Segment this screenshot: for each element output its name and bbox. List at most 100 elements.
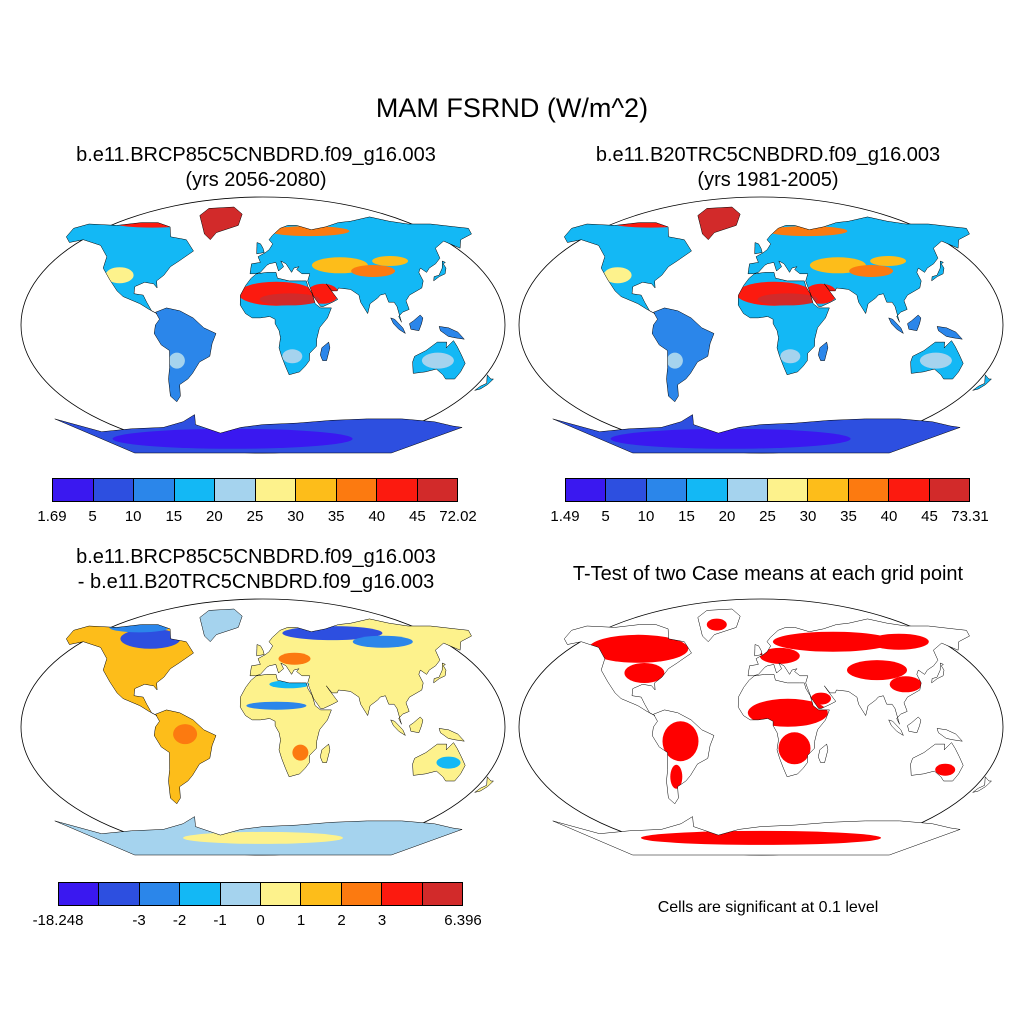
coastline-new-zealand xyxy=(474,374,495,391)
coastline-new-guinea xyxy=(438,728,465,742)
coastline-antarctica xyxy=(552,414,961,454)
colorbar-tick-label: 10 xyxy=(637,508,655,525)
colorbar-swatch xyxy=(377,479,418,501)
colorbar-swatch xyxy=(53,479,94,501)
us-positive xyxy=(126,665,154,681)
sw-us-flux xyxy=(603,267,632,284)
significant-cells-8 xyxy=(772,631,893,652)
colorbar-tick-label: 2 xyxy=(337,912,346,929)
land-indonesia-borneo xyxy=(907,315,921,331)
land-new-zealand xyxy=(474,776,494,793)
coastline-australia xyxy=(910,742,964,782)
colorbar-tick-label: 1.49 xyxy=(550,508,580,525)
europe-positive xyxy=(278,652,311,665)
colorbar-swatch xyxy=(417,479,457,501)
coastline-antarctica xyxy=(54,414,463,454)
colorbar-swatch xyxy=(261,883,302,905)
coastline-madagascar xyxy=(320,743,331,763)
land-indonesia-borneo xyxy=(409,315,423,331)
south-america-flux xyxy=(666,352,683,369)
siberia-flux xyxy=(767,226,848,237)
land-new-zealand xyxy=(972,374,992,391)
coastline-north-america xyxy=(563,222,692,314)
coastline-new-zealand xyxy=(474,776,495,793)
panel-1-title-line1: b.e11.BRCP85C5CNBDRD.f09_g16.003 xyxy=(76,144,436,166)
sahel-negative xyxy=(246,701,307,710)
coastline-indonesia-borneo xyxy=(907,314,922,331)
significant-cells-14 xyxy=(868,633,929,650)
colorbar-tick-label: -1 xyxy=(213,912,227,929)
colorbar-tick-label: 1.69 xyxy=(37,508,67,525)
coastline-indonesia-borneo xyxy=(409,314,424,331)
colorbar-tick-label: 3 xyxy=(377,912,387,929)
significant-cells-13 xyxy=(641,830,881,845)
colorbar-ticks-panel-3: -18.248 -3 -2 -1 0 1 2 3 6.396 xyxy=(33,912,482,932)
coastline-australia xyxy=(412,340,466,380)
land-south-america xyxy=(652,307,714,402)
colorbar-tick-label: 0 xyxy=(256,912,265,929)
colorbar-tick-label: 1 xyxy=(296,912,306,929)
coastline-indonesia-sumatra xyxy=(888,317,904,335)
land-madagascar xyxy=(320,744,330,763)
land-indonesia-sumatra xyxy=(390,719,406,736)
colorbar-tick-label: 35 xyxy=(840,508,857,525)
colorbar-tick-label: -18.248 xyxy=(32,912,84,929)
coastline-uk xyxy=(256,242,265,255)
southern-africa-flux xyxy=(282,349,303,364)
colorbar-swatch xyxy=(646,479,688,501)
panel-1-title: b.e11.BRCP85C5CNBDRD.f09_g16.003 (yrs 20… xyxy=(0,143,512,193)
mongolia-flux xyxy=(870,256,907,266)
colorbar-swatch xyxy=(889,479,930,501)
land-indonesia-borneo xyxy=(409,717,423,733)
southern-africa-flux xyxy=(780,349,801,364)
significant-cells-9 xyxy=(847,660,907,681)
colorbar-tick-label: 20 xyxy=(206,508,223,525)
colorbar-swatch xyxy=(139,883,181,905)
coastline-japan xyxy=(931,662,945,684)
amazon-positive xyxy=(173,724,198,745)
panel-1-title-line2: (yrs 2056-2080) xyxy=(185,169,327,191)
coastline-north-america xyxy=(563,624,692,716)
land-new-guinea xyxy=(937,326,963,340)
colorbar-swatch xyxy=(99,883,140,905)
colorbar-swatch xyxy=(215,479,256,501)
coastline-australia xyxy=(910,340,964,380)
coastline-japan xyxy=(433,662,447,684)
coastline-greenland xyxy=(697,608,741,643)
panel-3-title: b.e11.BRCP85C5CNBDRD.f09_g16.003 - b.e11… xyxy=(0,545,512,595)
land-indonesia-borneo xyxy=(907,717,921,733)
land-madagascar xyxy=(818,744,828,763)
colorbar-tick-label: 25 xyxy=(759,508,776,525)
land-new-guinea xyxy=(439,326,465,340)
coastline-africa xyxy=(737,674,830,778)
colorbar-tick-label: 35 xyxy=(327,508,345,525)
colorbar-tick-label: 15 xyxy=(165,508,183,525)
mongolia-flux xyxy=(372,256,409,266)
panel-2-title-line1: b.e11.B20TRC5CNBDRD.f09_g16.003 xyxy=(595,144,941,166)
colorbar-tick-label: 5 xyxy=(601,508,610,525)
significant-cells-4 xyxy=(670,764,683,789)
coastline-africa xyxy=(239,272,332,376)
colorbar-tick-label: -2 xyxy=(172,912,187,929)
significant-cells-7 xyxy=(759,647,800,664)
colorbar-swatch xyxy=(59,883,100,905)
land-greenland xyxy=(199,207,243,240)
coastline-new-guinea xyxy=(936,728,963,742)
canada-negative xyxy=(120,628,181,649)
significant-cells-2 xyxy=(624,663,665,683)
colorbar-tick-label: 40 xyxy=(880,508,898,525)
colorbar-swatch xyxy=(220,883,262,905)
colorbar-swatch xyxy=(134,479,175,501)
significant-cells-15 xyxy=(811,692,831,705)
coastline-south-america xyxy=(153,307,217,403)
colorbar-swatch xyxy=(255,479,296,501)
coastline-uk xyxy=(754,242,763,255)
land-new-guinea xyxy=(439,728,465,742)
significant-cells-3 xyxy=(662,721,699,762)
land-madagascar xyxy=(320,342,330,361)
coastline-madagascar xyxy=(818,743,829,763)
coastline-south-america xyxy=(153,709,217,805)
coastline-madagascar xyxy=(320,341,331,361)
colorbar-swatch xyxy=(341,883,383,905)
land-greenland xyxy=(697,207,741,240)
